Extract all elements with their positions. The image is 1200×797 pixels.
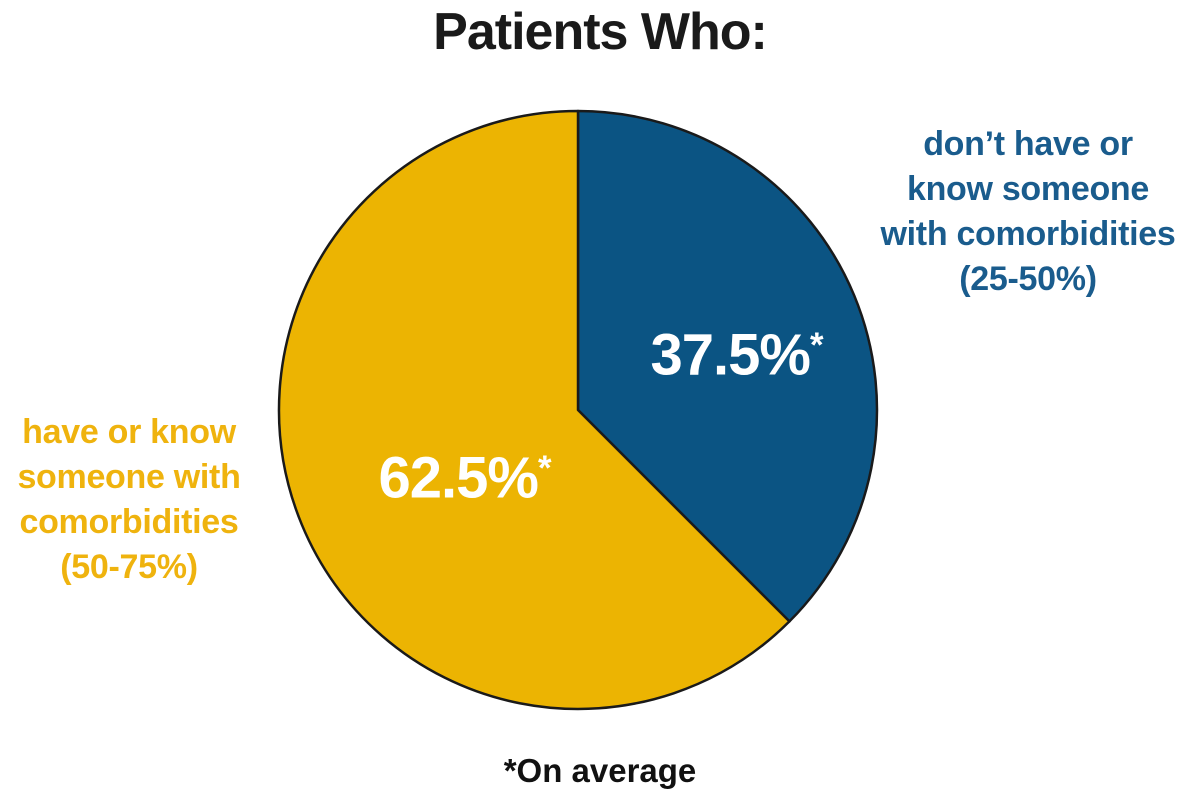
slice-value-dont-have-text: 37.5% <box>650 322 810 388</box>
pie-slice-have-or-know <box>277 109 791 711</box>
chart-title: Patients Who: <box>433 3 768 61</box>
slice-label-dont-have: don’t have or know someone with comorbid… <box>880 125 1176 298</box>
asterisk-icon: * <box>537 449 552 489</box>
chart-footnote: *On average <box>503 752 697 789</box>
slice-value-have-text: 62.5% <box>378 445 538 511</box>
slice-value-dont-have: 37.5%* <box>650 322 823 389</box>
asterisk-icon: * <box>809 326 824 366</box>
pie-slice-dont-have-or-know <box>576 109 879 623</box>
slice-label-have: have or know someone with comorbidities … <box>17 413 241 586</box>
slice-value-have: 62.5%* <box>378 445 551 512</box>
pie-chart <box>277 109 879 711</box>
